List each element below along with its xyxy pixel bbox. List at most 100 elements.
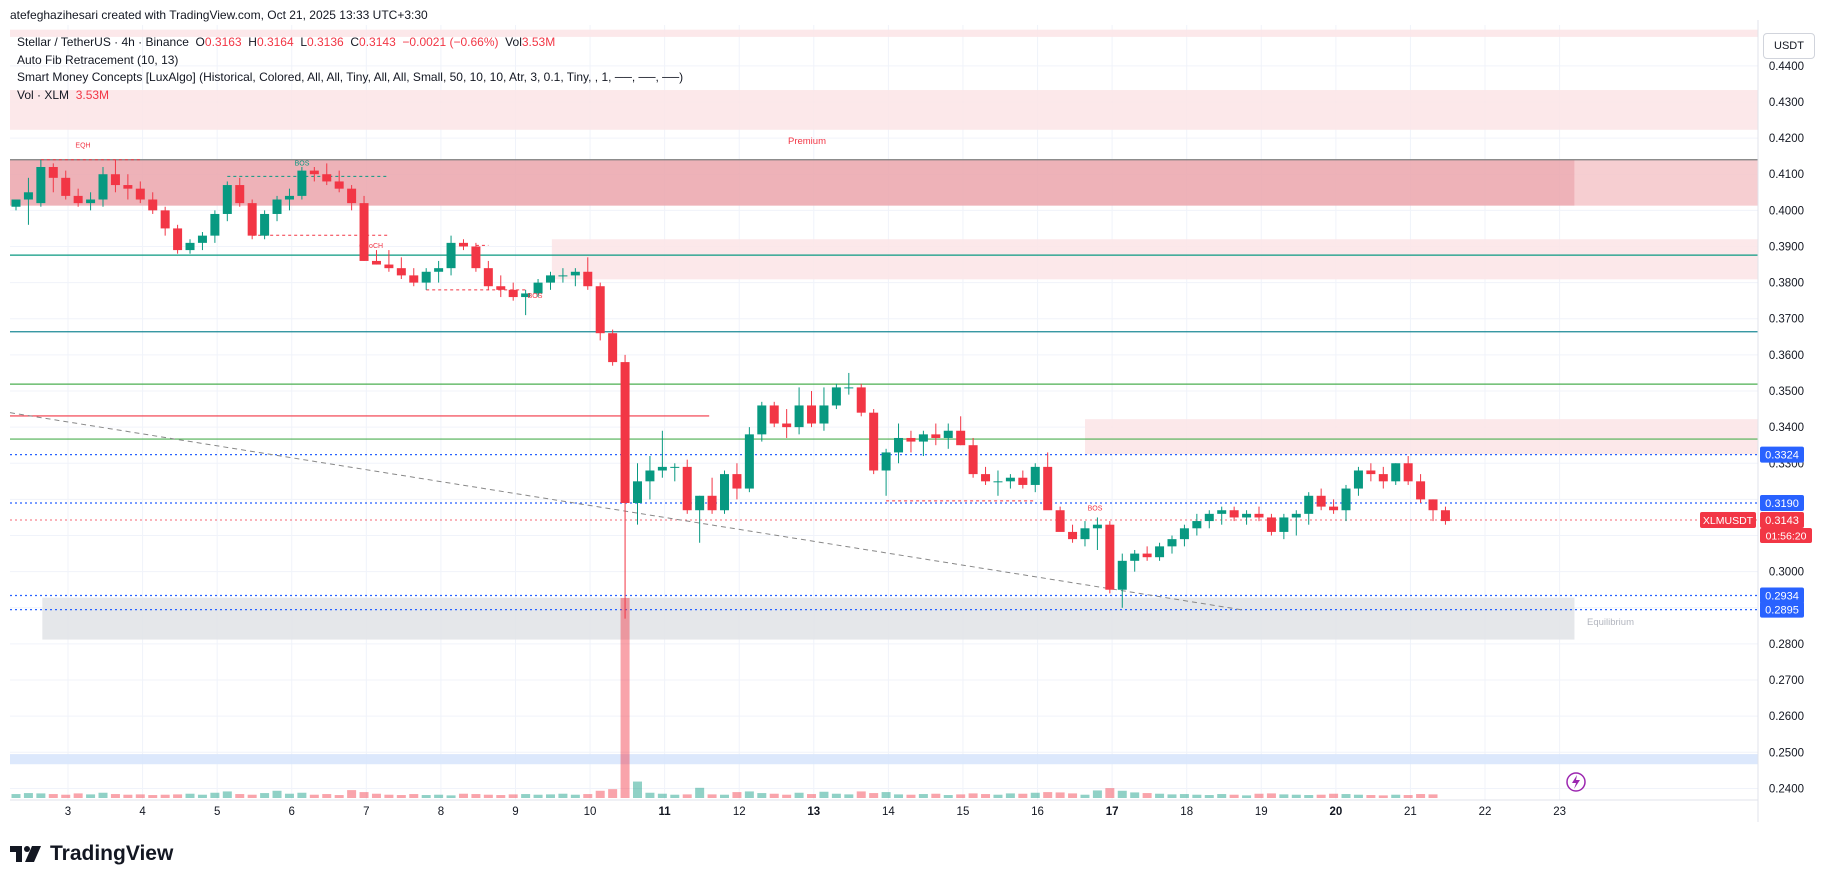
candle-body <box>173 228 183 251</box>
candle-body <box>284 195 294 200</box>
candle-body <box>483 268 493 287</box>
volume-bar <box>1092 790 1102 798</box>
legend-vol-label: Vol <box>505 35 522 49</box>
candle-body <box>396 268 406 276</box>
candle-body <box>856 387 866 413</box>
volume-bar <box>36 793 46 798</box>
volume-bar <box>831 793 841 798</box>
volume-bar <box>732 792 742 798</box>
volume-bar <box>894 794 904 798</box>
volume-bar <box>657 793 667 798</box>
volume-bar <box>1117 790 1127 798</box>
legend-symbol[interactable]: Stellar / TetherUS · 4h · Binance <box>17 35 189 49</box>
volume-bars <box>11 598 1438 798</box>
candle-body <box>210 213 220 236</box>
price-label-text: 0.3143 <box>1765 515 1799 527</box>
x-tick-label: 5 <box>214 806 220 818</box>
trendline-dashed <box>9 412 1246 611</box>
volume-bar <box>993 794 1003 798</box>
y-tick-label: 0.2700 <box>1769 675 1804 687</box>
volume-bar <box>645 792 655 798</box>
candle-body <box>222 185 232 214</box>
candle-body <box>1130 553 1140 561</box>
volume-bar <box>496 795 506 798</box>
volume-bar <box>309 794 319 798</box>
horizontal-levels <box>10 159 1758 611</box>
candle-body <box>1142 553 1152 558</box>
volume-bar <box>670 794 680 798</box>
candle-body <box>558 275 568 277</box>
candle-body <box>185 242 195 251</box>
x-tick-label: 12 <box>733 806 746 818</box>
candle-body <box>48 166 58 178</box>
volume-bar <box>1192 794 1202 798</box>
candle-body <box>993 481 1003 483</box>
volume-bar <box>471 794 481 798</box>
volume-bar <box>1130 792 1140 798</box>
volume-bar <box>1155 793 1165 798</box>
y-tick-label: 0.2400 <box>1769 783 1804 795</box>
candle-body <box>831 387 841 406</box>
candle-body <box>645 470 655 482</box>
volume-bar <box>1304 795 1314 798</box>
volume-bar <box>720 794 730 798</box>
legend-volume-indicator[interactable]: Vol · XLM 3.53M <box>17 87 683 105</box>
volume-bar <box>1105 788 1115 798</box>
candle-body <box>608 333 618 363</box>
volume-bar <box>1142 793 1152 798</box>
legend-close-value: 0.3143 <box>359 35 396 49</box>
volume-bar <box>1018 793 1028 798</box>
annotation-label: EQH <box>75 142 90 149</box>
candle-body <box>334 181 344 189</box>
volume-bar <box>421 795 431 798</box>
y-tick-label: 0.4300 <box>1769 97 1804 109</box>
candle-body <box>1005 477 1015 482</box>
candle-body <box>421 271 431 283</box>
legend-fib-indicator[interactable]: Auto Fib Retracement (10, 13) <box>17 52 179 67</box>
x-tick-label: 15 <box>957 806 970 818</box>
volume-bar <box>1055 792 1065 798</box>
currency-selector[interactable]: USDT <box>1763 33 1815 59</box>
volume-bar <box>446 795 456 798</box>
volume-bar <box>110 794 120 798</box>
x-tick-label: 17 <box>1106 806 1119 818</box>
candle-body <box>1155 546 1165 558</box>
volume-bar <box>185 793 195 798</box>
candle-body <box>1242 513 1252 518</box>
y-tick-label: 0.2800 <box>1769 639 1804 651</box>
volume-bar <box>197 794 207 798</box>
candle-body <box>458 242 468 247</box>
candle-body <box>545 275 555 283</box>
x-tick-label: 22 <box>1479 806 1492 818</box>
legend-close-label: C <box>350 35 360 49</box>
candle-body <box>1316 495 1326 507</box>
tradingview-logo[interactable]: TradingView <box>10 842 173 866</box>
candle-body <box>1403 463 1413 482</box>
candle-body <box>371 260 381 265</box>
legend-ohlc-row[interactable]: Stellar / TetherUS · 4h · Binance O0.316… <box>17 34 683 52</box>
volume-bar <box>583 794 593 798</box>
legend-smc-indicator[interactable]: Smart Money Concepts [LuxAlgo] (Historic… <box>17 70 684 84</box>
candle-body <box>1304 495 1314 514</box>
symbol-tag-bg <box>1700 511 1756 528</box>
volume-bar <box>1316 794 1326 798</box>
candle-body <box>446 242 456 269</box>
y-tick-label: 0.4400 <box>1769 61 1804 73</box>
volume-bar <box>521 794 531 798</box>
volume-bar <box>1416 794 1426 798</box>
volume-bar <box>570 794 580 798</box>
volume-bar <box>682 794 692 798</box>
y-tick-label: 0.2600 <box>1769 711 1804 723</box>
volume-bar <box>918 794 928 798</box>
volume-bar <box>260 793 270 798</box>
volume-bar <box>595 790 605 798</box>
candle-body <box>1030 466 1040 485</box>
volume-bar <box>73 793 83 798</box>
y-tick-label: 0.3800 <box>1769 278 1804 290</box>
volume-bar <box>819 791 829 798</box>
candle-body <box>720 474 730 511</box>
candle-body <box>1217 510 1227 514</box>
grid-lines <box>10 25 1758 800</box>
candle-body <box>409 275 419 283</box>
